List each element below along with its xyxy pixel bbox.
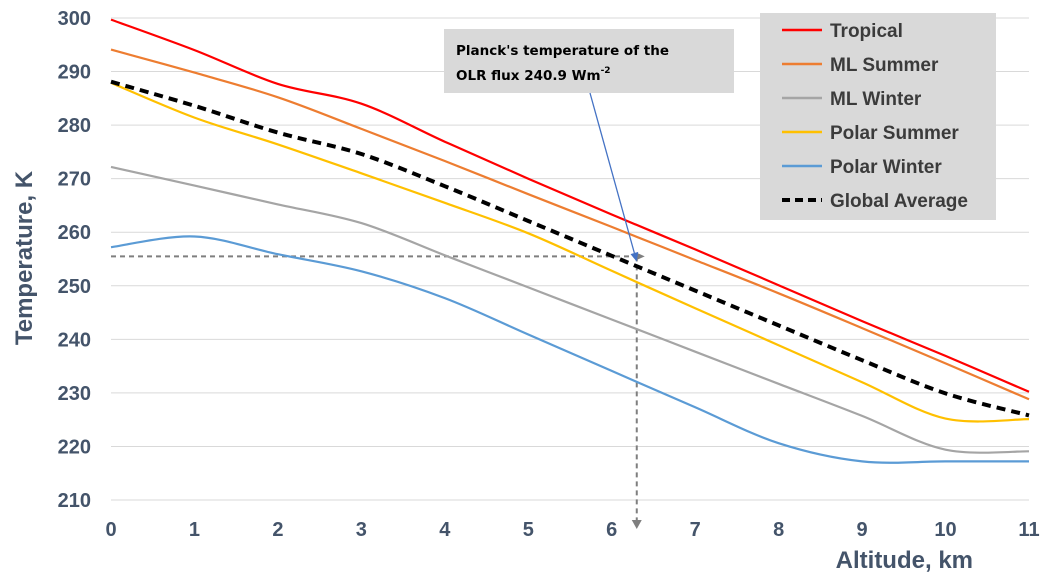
annotation-line-2-superscript: -2 bbox=[601, 66, 611, 76]
x-tick-9: 9 bbox=[857, 519, 868, 541]
legend-label-global-average: Global Average bbox=[830, 191, 968, 212]
x-tick-1: 1 bbox=[189, 519, 200, 541]
y-tick-270: 270 bbox=[58, 169, 91, 191]
x-tick-3: 3 bbox=[356, 519, 367, 541]
y-tick-300: 300 bbox=[58, 8, 91, 30]
y-tick-220: 220 bbox=[58, 436, 91, 458]
legend-background bbox=[760, 13, 996, 220]
y-tick-labels: 210 220 230 240 250 260 270 280 290 300 bbox=[58, 8, 91, 512]
annotation-arrow-line bbox=[589, 92, 635, 254]
x-tick-2: 2 bbox=[272, 519, 283, 541]
series-lines bbox=[110, 18, 1030, 464]
reference-vertical-arrowhead bbox=[631, 520, 642, 529]
series-line-global-average bbox=[110, 79, 1030, 418]
y-tick-250: 250 bbox=[58, 276, 91, 298]
series-line-ml-summer bbox=[110, 48, 1030, 401]
legend-label-ml-winter: ML Winter bbox=[830, 89, 922, 110]
x-tick-4: 4 bbox=[439, 519, 451, 541]
annotation-line-2-main: OLR flux 240.9 Wm bbox=[456, 68, 601, 84]
x-tick-11: 11 bbox=[1018, 519, 1039, 541]
y-tick-260: 260 bbox=[58, 222, 91, 244]
x-tick-10: 10 bbox=[934, 519, 956, 541]
legend-label-tropical: Tropical bbox=[830, 21, 903, 42]
legend-label-ml-summer: ML Summer bbox=[830, 55, 939, 76]
x-tick-5: 5 bbox=[523, 519, 534, 541]
annotation-line-2: OLR flux 240.9 Wm-2 bbox=[456, 66, 611, 84]
series-line-polar-winter bbox=[110, 235, 1029, 464]
y-tick-280: 280 bbox=[58, 115, 91, 137]
x-tick-8: 8 bbox=[773, 519, 784, 541]
series-line-tropical bbox=[110, 18, 1030, 393]
y-tick-290: 290 bbox=[58, 62, 91, 84]
x-axis-label: Altitude, km bbox=[836, 547, 973, 574]
y-tick-240: 240 bbox=[58, 329, 91, 351]
annotation-box bbox=[444, 29, 734, 93]
annotation: Planck's temperature of the OLR flux 240… bbox=[444, 29, 734, 262]
annotation-line-1: Planck's temperature of the bbox=[456, 43, 669, 59]
annotation-arrowhead bbox=[630, 251, 639, 262]
legend: Tropical ML Summer ML Winter Polar Summer Po… bbox=[760, 13, 996, 220]
series-line-ml-winter bbox=[110, 165, 1030, 454]
x-tick-6: 6 bbox=[606, 519, 617, 541]
legend-label-polar-winter: Polar Winter bbox=[830, 157, 942, 178]
y-tick-210: 210 bbox=[58, 490, 91, 512]
x-tick-7: 7 bbox=[690, 519, 701, 541]
reference-horizontal-arrowhead bbox=[635, 252, 645, 261]
x-tick-labels: 0 1 2 3 4 5 6 7 8 9 10 11 bbox=[105, 519, 1039, 541]
series-line-polar-summer bbox=[110, 81, 1030, 423]
y-tick-230: 230 bbox=[58, 383, 91, 405]
reference-lines bbox=[111, 252, 645, 529]
legend-label-polar-summer: Polar Summer bbox=[830, 123, 959, 144]
y-axis-label: Temperature, K bbox=[11, 170, 38, 345]
x-tick-0: 0 bbox=[105, 519, 116, 541]
